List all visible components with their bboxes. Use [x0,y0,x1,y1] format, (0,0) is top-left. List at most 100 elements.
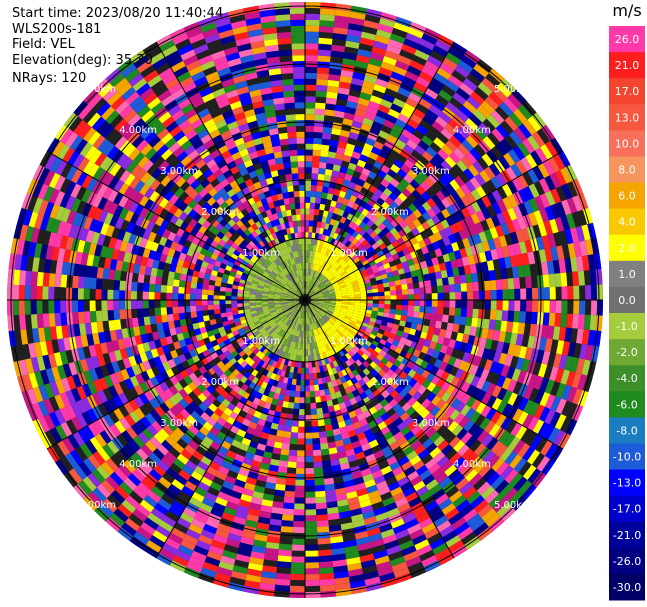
velocity-gate [386,168,397,179]
velocity-gate [212,192,222,202]
velocity-gate [106,440,120,455]
velocity-gate [315,191,323,198]
velocity-gate-inner [325,344,331,351]
velocity-gate [173,250,182,259]
velocity-gate-inner [296,304,302,310]
velocity-gate [278,418,287,426]
velocity-gate-inner [288,353,294,361]
velocity-gate [169,375,179,386]
velocity-gate [233,353,242,362]
velocity-gate [285,173,293,181]
velocity-gate-inner [318,320,324,326]
velocity-gate [281,382,288,390]
velocity-gate [486,329,495,340]
velocity-gate [362,360,370,368]
velocity-gate [202,561,219,573]
velocity-gate [429,157,441,169]
velocity-gate [203,362,212,372]
velocity-gate [130,290,138,300]
velocity-gate-inner [320,285,326,290]
velocity-gate-inner [256,324,264,331]
velocity-gate [337,209,345,217]
velocity-gate [201,201,212,212]
velocity-gate [438,476,452,489]
velocity-gate [344,205,352,214]
velocity-gate [322,228,328,236]
velocity-gate [288,372,294,379]
velocity-gate [305,497,316,504]
velocity-gate [509,332,518,345]
velocity-gate [189,335,198,344]
velocity-gate [344,545,359,554]
velocity-gate [386,436,397,446]
velocity-gate [189,293,196,300]
velocity-gate [30,285,37,300]
velocity-gate [247,184,256,193]
velocity-gate [287,233,293,241]
velocity-gate [178,286,185,294]
velocity-gate [349,579,366,589]
velocity-gate [395,262,404,270]
velocity-gate [348,364,356,372]
velocity-gate [140,143,153,156]
velocity-gate-inner [340,270,347,277]
velocity-gate [57,364,67,380]
velocity-gate [119,481,134,496]
velocity-gate [282,156,291,164]
velocity-gate-inner [285,346,290,354]
velocity-gate-inner [306,256,310,263]
velocity-gate-inner [330,278,337,284]
velocity-gate-inner [324,280,331,286]
velocity-gate-inner [314,335,319,342]
velocity-gate [129,536,146,550]
velocity-gate [339,203,348,212]
velocity-gate [362,275,370,281]
velocity-gate [420,345,429,355]
velocity-gate [435,190,446,202]
velocity-gate [92,166,105,181]
velocity-gate [250,40,265,49]
velocity-gate-inner [337,249,345,257]
velocity-gate [305,190,311,197]
velocity-gate [194,183,205,194]
velocity-gate [375,480,388,491]
velocity-gate [201,388,212,399]
velocity-gate [125,346,134,358]
velocity-gate [441,443,454,456]
velocity-gate [129,410,141,424]
velocity-gate [254,364,262,372]
velocity-gate [513,457,527,473]
velocity-gate [491,189,503,203]
velocity-gate [579,240,588,257]
velocity-gate [426,197,437,209]
velocity-gate [402,225,412,235]
velocity-gate [460,392,472,405]
velocity-gate [406,118,420,130]
velocity-gate [558,326,567,342]
velocity-gate [140,521,156,536]
velocity-gate [405,406,416,417]
velocity-gate-inner [311,270,315,277]
velocity-gate [97,183,109,197]
velocity-gate [33,242,43,258]
velocity-gate [149,468,163,482]
velocity-gate [549,218,559,234]
velocity-gate [73,119,88,136]
velocity-gate [381,365,390,374]
velocity-gate [117,82,133,97]
velocity-gate [172,33,189,45]
velocity-gate [291,43,305,50]
velocity-gate [410,250,418,259]
velocity-gate [276,471,287,480]
velocity-gate [188,199,198,209]
velocity-gate-inner [326,311,333,316]
velocity-gate [501,310,509,322]
velocity-gate [273,97,285,105]
velocity-gate-inner [271,323,278,330]
velocity-gate [234,111,246,121]
velocity-gate [198,365,208,375]
velocity-gate [227,218,236,227]
velocity-gate [75,399,87,414]
velocity-gate-inner [352,282,359,288]
velocity-gate [346,556,361,566]
